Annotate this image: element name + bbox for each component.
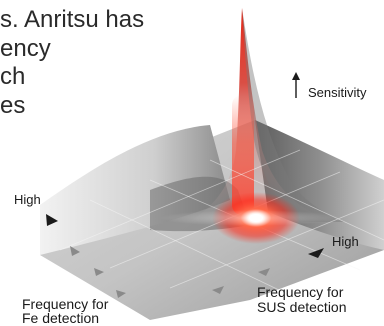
sensitivity-axis-label: Sensitivity xyxy=(308,85,367,100)
high-left-arrow-icon xyxy=(46,214,58,226)
right-axis-markers xyxy=(212,268,270,294)
triangle-marker-icon xyxy=(258,268,270,276)
surface-sheen xyxy=(160,210,340,226)
frequency-sus-label-line: Frequency for xyxy=(257,284,344,300)
sensitivity-peak xyxy=(190,8,330,222)
high-left-label: High xyxy=(14,192,41,207)
intro-text-line: ch xyxy=(0,63,26,90)
intro-text-line: es xyxy=(0,91,26,119)
left-axis-markers xyxy=(70,246,126,298)
triangle-marker-icon xyxy=(94,268,104,276)
intro-text-line: ency xyxy=(0,34,51,62)
intro-text: s. Anritsu has ency ch es xyxy=(0,6,144,120)
intro-text-line: s. Anritsu has xyxy=(0,6,145,33)
detection-beam xyxy=(232,95,254,215)
high-right-arrow-icon xyxy=(308,248,324,258)
high-right-label: High xyxy=(332,234,359,249)
frequency-sus-label-line: SUS detection xyxy=(257,299,347,315)
surface-left-ridge xyxy=(40,125,230,255)
surface-grid xyxy=(59,149,384,301)
frequency-sus-label: Frequency for SUS detection xyxy=(257,285,347,315)
frequency-fe-label: Frequency for Fe detection xyxy=(22,297,108,325)
up-arrow-icon xyxy=(292,72,300,98)
triangle-marker-icon xyxy=(116,290,126,298)
frequency-fe-label-line: Fe detection xyxy=(22,310,100,326)
triangle-marker-icon xyxy=(212,286,224,294)
triangle-marker-icon xyxy=(70,246,80,256)
frequency-fe-label-line: Frequency for xyxy=(22,296,109,312)
sensitivity-peak-shadow xyxy=(242,8,345,222)
